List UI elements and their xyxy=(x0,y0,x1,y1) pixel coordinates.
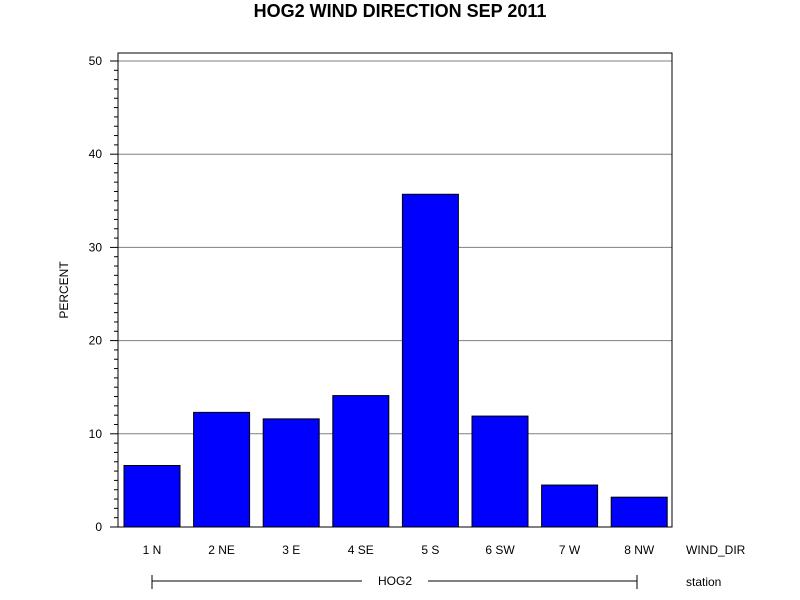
x-tick-label: 7 W xyxy=(559,543,581,557)
bar xyxy=(610,496,668,528)
x-tick-label: 4 SE xyxy=(348,543,374,557)
y-tick-label: 10 xyxy=(89,427,103,441)
x-tick-label: 6 SW xyxy=(485,543,515,557)
y-tick-label: 30 xyxy=(89,240,103,254)
x-axis-labels: 1 N 2 NE 3 E 4 SE 5 S 6 SW 7 W 8 NW xyxy=(143,543,655,557)
gridlines xyxy=(118,60,672,435)
chart-title: HOG2 WIND DIRECTION SEP 2011 xyxy=(254,1,547,21)
group-axis: HOG2 xyxy=(151,574,638,589)
bar xyxy=(541,484,599,528)
x-axis-name: WIND_DIR xyxy=(686,543,746,557)
y-tick-label: 40 xyxy=(89,147,103,161)
bar xyxy=(262,418,320,528)
bar xyxy=(123,464,181,528)
bars xyxy=(123,193,668,528)
bar xyxy=(401,193,459,528)
x-tick-label: 1 N xyxy=(143,543,162,557)
x-tick-label: 5 S xyxy=(421,543,439,557)
x-tick-label: 3 E xyxy=(282,543,300,557)
y-axis-ticks: 0 10 20 30 40 50 xyxy=(89,54,118,534)
bar xyxy=(471,415,529,528)
y-axis-label: PERCENT xyxy=(57,261,71,319)
group-axis-name: station xyxy=(686,575,721,589)
group-label: HOG2 xyxy=(378,574,412,588)
bar xyxy=(193,411,251,528)
bar xyxy=(332,395,390,528)
y-tick-label: 0 xyxy=(95,520,102,534)
y-tick-label: 20 xyxy=(89,334,103,348)
plot-frame xyxy=(117,52,673,528)
y-tick-label: 50 xyxy=(89,54,103,68)
x-tick-label: 2 NE xyxy=(208,543,235,557)
x-tick-label: 8 NW xyxy=(624,543,655,557)
